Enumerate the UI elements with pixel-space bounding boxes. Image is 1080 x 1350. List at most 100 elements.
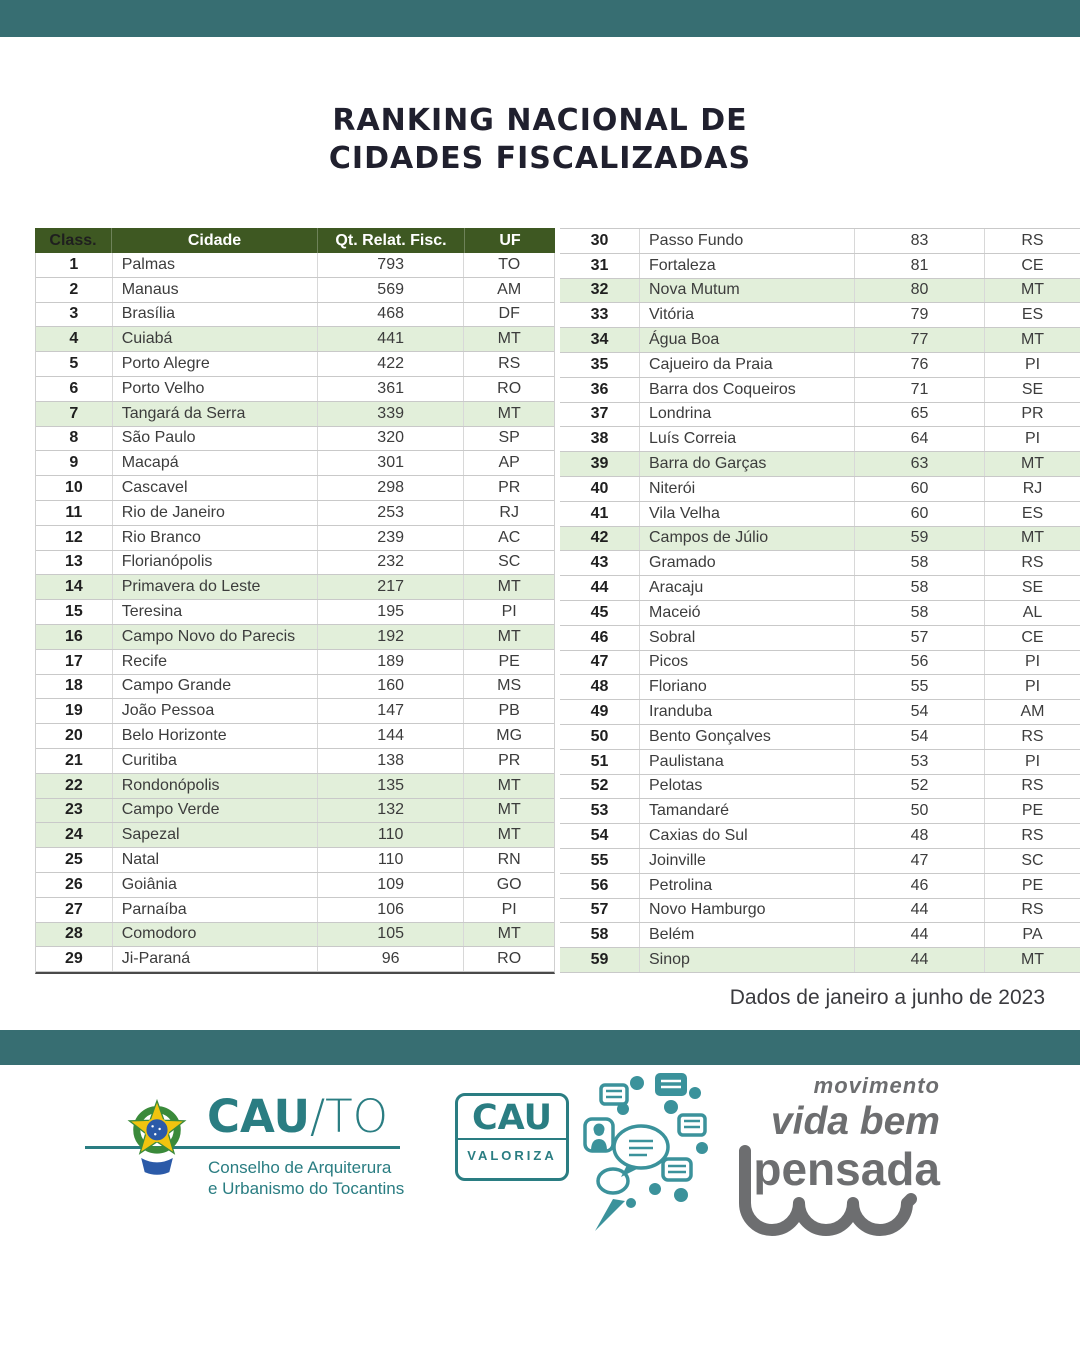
cell-qty: 569 — [318, 277, 465, 302]
cell-qty: 71 — [855, 377, 985, 402]
cell-uf: MT — [497, 330, 521, 348]
cell-rank: 25 — [36, 848, 113, 872]
cell-rank: 43 — [560, 551, 640, 576]
table-row: 54 Caxias do Sul 48 RS — [560, 824, 1080, 849]
cell-qty: 77 — [855, 328, 985, 352]
cell-city: Água Boa — [640, 328, 855, 352]
table-row: 17 Recife 189 PE — [36, 649, 554, 675]
cell-qty: 83 — [855, 229, 985, 253]
cell-rank: 27 — [36, 897, 113, 922]
cauto-name-main: CAU — [207, 1090, 311, 1143]
cell-uf: PI — [1024, 355, 1041, 373]
table-row: 37 Londrina 65 PR — [560, 402, 1080, 428]
cell-uf: PR — [498, 479, 521, 497]
table-row: 18 Campo Grande 160 MS — [36, 674, 554, 700]
cell-uf: TO — [498, 255, 521, 273]
cell-city: Iranduba — [640, 700, 855, 724]
cell-rank: 40 — [560, 476, 640, 501]
cell-rank: 10 — [36, 476, 113, 500]
table-row: 48 Floriano 55 PI — [560, 675, 1080, 701]
cell-rank: 59 — [560, 948, 640, 972]
cell-city: Picos — [640, 650, 855, 675]
cell-qty: 441 — [318, 327, 465, 352]
wave-underline-icon — [739, 1145, 917, 1236]
cell-rank: 31 — [560, 253, 640, 278]
cell-rank: 1 — [36, 253, 113, 277]
table-row: 15 Teresina 195 PI — [36, 600, 554, 625]
cell-city: Londrina — [640, 402, 855, 427]
cell-uf: MT — [1020, 455, 1045, 473]
cell-qty: 135 — [318, 773, 465, 798]
table-row: 28 Comodoro 105 MT — [36, 922, 554, 948]
cell-city: Goiânia — [113, 872, 318, 897]
cell-uf: MT — [497, 776, 521, 794]
cell-city: Petrolina — [640, 873, 855, 898]
cell-city: Campo Grande — [113, 674, 318, 699]
cell-city: São Paulo — [113, 426, 318, 451]
cell-qty: 60 — [855, 476, 985, 501]
cell-city: Maceió — [640, 600, 855, 625]
cell-uf: MT — [497, 925, 521, 943]
cell-city: Rondonópolis — [113, 773, 318, 798]
cauto-logo-name: CAU/TO — [207, 1091, 388, 1143]
cell-uf: ES — [1021, 306, 1044, 324]
cell-uf: MT — [497, 578, 521, 596]
cell-qty: 57 — [855, 625, 985, 650]
cell-uf: CE — [1021, 256, 1044, 274]
cell-rank: 58 — [560, 923, 640, 948]
cell-rank: 5 — [36, 352, 113, 376]
cell-rank: 50 — [560, 724, 640, 749]
table-body-right: 30 Passo Fundo 83 RS 31 Fortaleza 81 CE 32 Nova M… — [560, 228, 1080, 973]
cell-uf: PA — [1022, 926, 1043, 944]
cell-qty: 53 — [855, 749, 985, 774]
table-row: 4 Cuiabá 441 MT — [36, 327, 554, 353]
cell-city: Nova Mutum — [640, 278, 855, 303]
table-row: 23 Campo Verde 132 MT — [36, 798, 554, 824]
cell-uf: PE — [1021, 802, 1044, 820]
table-row: 22 Rondonópolis 135 MT — [36, 773, 554, 799]
cell-qty: 301 — [318, 451, 465, 476]
cell-rank: 48 — [560, 675, 640, 700]
cell-uf: GO — [496, 875, 522, 893]
cell-city: Barra dos Coqueiros — [640, 377, 855, 402]
cell-qty: 192 — [318, 624, 465, 649]
cell-qty: 189 — [318, 649, 465, 674]
cell-uf: PI — [1024, 430, 1041, 448]
cell-city: Aracaju — [640, 576, 855, 600]
cell-city: Cuiabá — [113, 327, 318, 352]
cell-qty: 58 — [855, 600, 985, 625]
table-row: 6 Porto Velho 361 RO — [36, 376, 554, 402]
cell-rank: 30 — [560, 229, 640, 253]
cell-qty: 361 — [318, 376, 465, 401]
vida-bem-pensada-logo: movimento vida bem pensada — [739, 1073, 940, 1253]
table-row: 24 Sapezal 110 MT — [36, 823, 554, 849]
cell-rank: 41 — [560, 501, 640, 526]
cell-qty: 217 — [318, 575, 465, 600]
cell-city: Comodoro — [113, 922, 318, 947]
cell-uf: PE — [498, 652, 520, 670]
cell-rank: 9 — [36, 451, 113, 476]
top-teal-bar — [0, 0, 1080, 37]
cell-qty: 48 — [855, 824, 985, 848]
cell-city: Gramado — [640, 551, 855, 576]
cell-qty: 52 — [855, 774, 985, 799]
cell-uf: MT — [1020, 281, 1045, 299]
footer-logos: CAU/TO Conselho de Arquiterura e Urbanis… — [0, 1065, 1080, 1350]
cell-qty: 59 — [855, 526, 985, 551]
cell-rank: 49 — [560, 700, 640, 724]
table-row: 2 Manaus 569 AM — [36, 277, 554, 303]
cell-uf: SE — [1021, 380, 1044, 398]
table-row: 35 Cajueiro da Praia 76 PI — [560, 352, 1080, 378]
cell-city: Ji-Paraná — [113, 947, 318, 972]
table-row: 51 Paulistana 53 PI — [560, 749, 1080, 775]
cell-uf: SP — [498, 429, 520, 447]
cell-uf: RS — [1021, 777, 1044, 795]
cell-city: Floriano — [640, 675, 855, 700]
cell-uf: RS — [1021, 727, 1044, 745]
cell-city: Barra do Garças — [640, 452, 855, 476]
cell-uf: PI — [1024, 653, 1041, 671]
cell-rank: 19 — [36, 699, 113, 724]
cell-uf: DF — [498, 305, 520, 323]
cell-city: Recife — [113, 649, 318, 674]
cell-city: Vila Velha — [640, 501, 855, 526]
